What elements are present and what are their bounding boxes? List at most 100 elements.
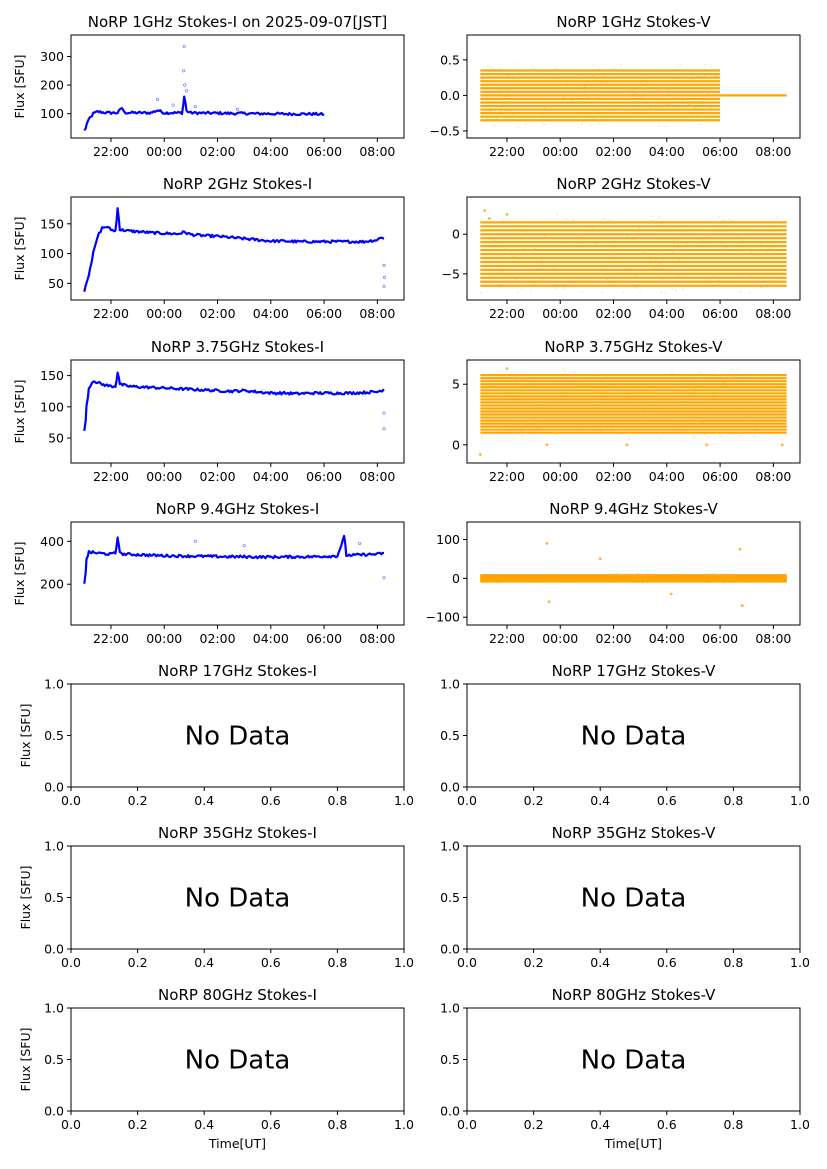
scatter-point-p2v [660, 222, 662, 225]
x-tick-label: 04:00 [253, 631, 289, 646]
x-tick-label: 1.0 [790, 1117, 810, 1132]
x-tick-label: 1.0 [394, 1117, 414, 1132]
scatter-point-p1v [544, 106, 546, 109]
scatter-point-p1v [562, 98, 564, 101]
axes-frame [466, 34, 801, 139]
axes-frame [70, 521, 405, 626]
scatter-point-p3v [555, 433, 558, 436]
scatter-point-p3v [514, 376, 516, 379]
scatter-point-p1v [509, 112, 511, 114]
scatter-point-p4v [595, 575, 597, 577]
scatter-point-p3v [558, 422, 561, 424]
scatter-point-p4v [572, 577, 574, 580]
scatter-point-p2v [485, 245, 488, 248]
scatter-point-p1v [495, 117, 498, 119]
scatter-point-p3v [753, 435, 756, 437]
outlier-point-p3i-1 [382, 411, 386, 415]
scatter-point-p4v [656, 576, 658, 578]
outlier-point-p4i-0 [382, 576, 386, 580]
scatter-point-p4v [782, 581, 785, 583]
x-tick-label: 1.0 [790, 793, 810, 808]
chart-panel-p7v: NoRP 80GHz Stokes-V 0.0 0.2 0.4 0.6 0.8 1.0 0.0… [440, 986, 810, 1151]
scatter-point-p2v [603, 217, 605, 219]
scatter-point-p2v [592, 227, 595, 230]
scatter-point-p3v [598, 377, 601, 379]
scatter-point-p2v [728, 218, 730, 221]
scatter-point-p2v [717, 283, 720, 285]
scatter-point-p4v [526, 576, 529, 579]
scatter-point-p2v [592, 221, 594, 223]
scatter-point-p1v [594, 117, 596, 119]
scatter-point-p4v [495, 577, 498, 580]
scatter-point-p1v [487, 90, 489, 93]
scatter-point-p3v [782, 413, 785, 415]
scatter-point-p3v [685, 404, 688, 406]
scatter-point-p3v [577, 385, 579, 387]
scatter-point-p1v [702, 87, 705, 89]
scatter-point-p4v [537, 581, 539, 583]
outlier-point-p4i-2 [242, 544, 246, 548]
scatter-point-p1v [557, 86, 560, 89]
scatter-point-p3v [522, 379, 524, 381]
scatter-point-p4v [537, 577, 539, 579]
x-tick-label: 04:00 [253, 306, 289, 321]
scatter-point-p1v [702, 100, 704, 103]
scatter-point-p3v [712, 394, 715, 396]
data-layer [83, 44, 325, 132]
scatter-point-p2v [492, 256, 495, 259]
y-tick-label: 300 [40, 49, 64, 64]
scatter-point-p4v [563, 577, 565, 580]
scatter-point-p3v [528, 405, 531, 408]
x-tick-label: 02:00 [200, 144, 236, 159]
scatter-point-p1v [696, 114, 699, 117]
y-tick-label: 50 [48, 431, 64, 446]
scatter-point-p4v [737, 575, 739, 577]
scatter-point-p1v [596, 101, 598, 104]
scatter-point-p3v [731, 368, 733, 371]
scatter-point-p2v [661, 278, 663, 280]
y-tick-label: 400 [40, 534, 64, 549]
scatter-point-p2v [614, 246, 617, 248]
scatter-point-p1v [701, 77, 704, 80]
y-tick-label: 0.5 [440, 890, 460, 905]
x-tick-label: 08:00 [359, 469, 395, 484]
scatter-point-p4v [556, 576, 559, 579]
x-tick-label: 0.0 [61, 955, 81, 970]
scatter-point-p3v [521, 430, 523, 433]
scatter-point-p1v [533, 67, 536, 70]
scatter-point-p3v [728, 383, 731, 385]
data-layer [83, 207, 387, 292]
data-layer [83, 371, 386, 432]
scatter-point-p1v [651, 108, 654, 110]
scatter-point-p4v [709, 574, 711, 576]
scatter-point-p4v [507, 574, 510, 576]
x-tick-label: 08:00 [359, 631, 395, 646]
scatter-point-p2v [749, 274, 751, 277]
scatter-point-p2v [708, 238, 710, 241]
y-tick-label: 1.0 [440, 677, 460, 692]
scatter-point-p2v [577, 239, 580, 241]
scatter-point-p1v [665, 102, 668, 104]
x-tick-label: 0.0 [457, 793, 477, 808]
scatter-point-p3v [608, 384, 611, 386]
scatter-point-p1v [503, 88, 505, 90]
scatter-point-p3v [717, 383, 720, 386]
scatter-point-p2v [635, 286, 638, 289]
scatter-point-p3v [584, 374, 587, 376]
scatter-point-p1v [581, 123, 583, 126]
scatter-point-p4v [642, 582, 644, 584]
x-tick-label: 0.2 [128, 1117, 148, 1132]
scatter-point-p3v [732, 432, 734, 435]
scatter-point-p4v [594, 577, 596, 580]
extra-point-p2v-2 [487, 216, 491, 220]
scatter-point-p3v [724, 411, 726, 413]
scatter-point-p2v [671, 251, 674, 253]
scatter-point-p2v [511, 255, 514, 257]
chart-panel-p6v: NoRP 35GHz Stokes-V 0.0 0.2 0.4 0.6 0.8 1.0 0.0… [440, 824, 810, 970]
no-data-label: No Data [185, 722, 291, 752]
x-tick-label: 08:00 [755, 631, 791, 646]
scatter-point-p3v [562, 368, 565, 370]
scatter-point-p1v [629, 89, 632, 92]
scatter-point-p3v [573, 371, 576, 373]
y-axis-label: Flux [SFU] [18, 704, 33, 768]
